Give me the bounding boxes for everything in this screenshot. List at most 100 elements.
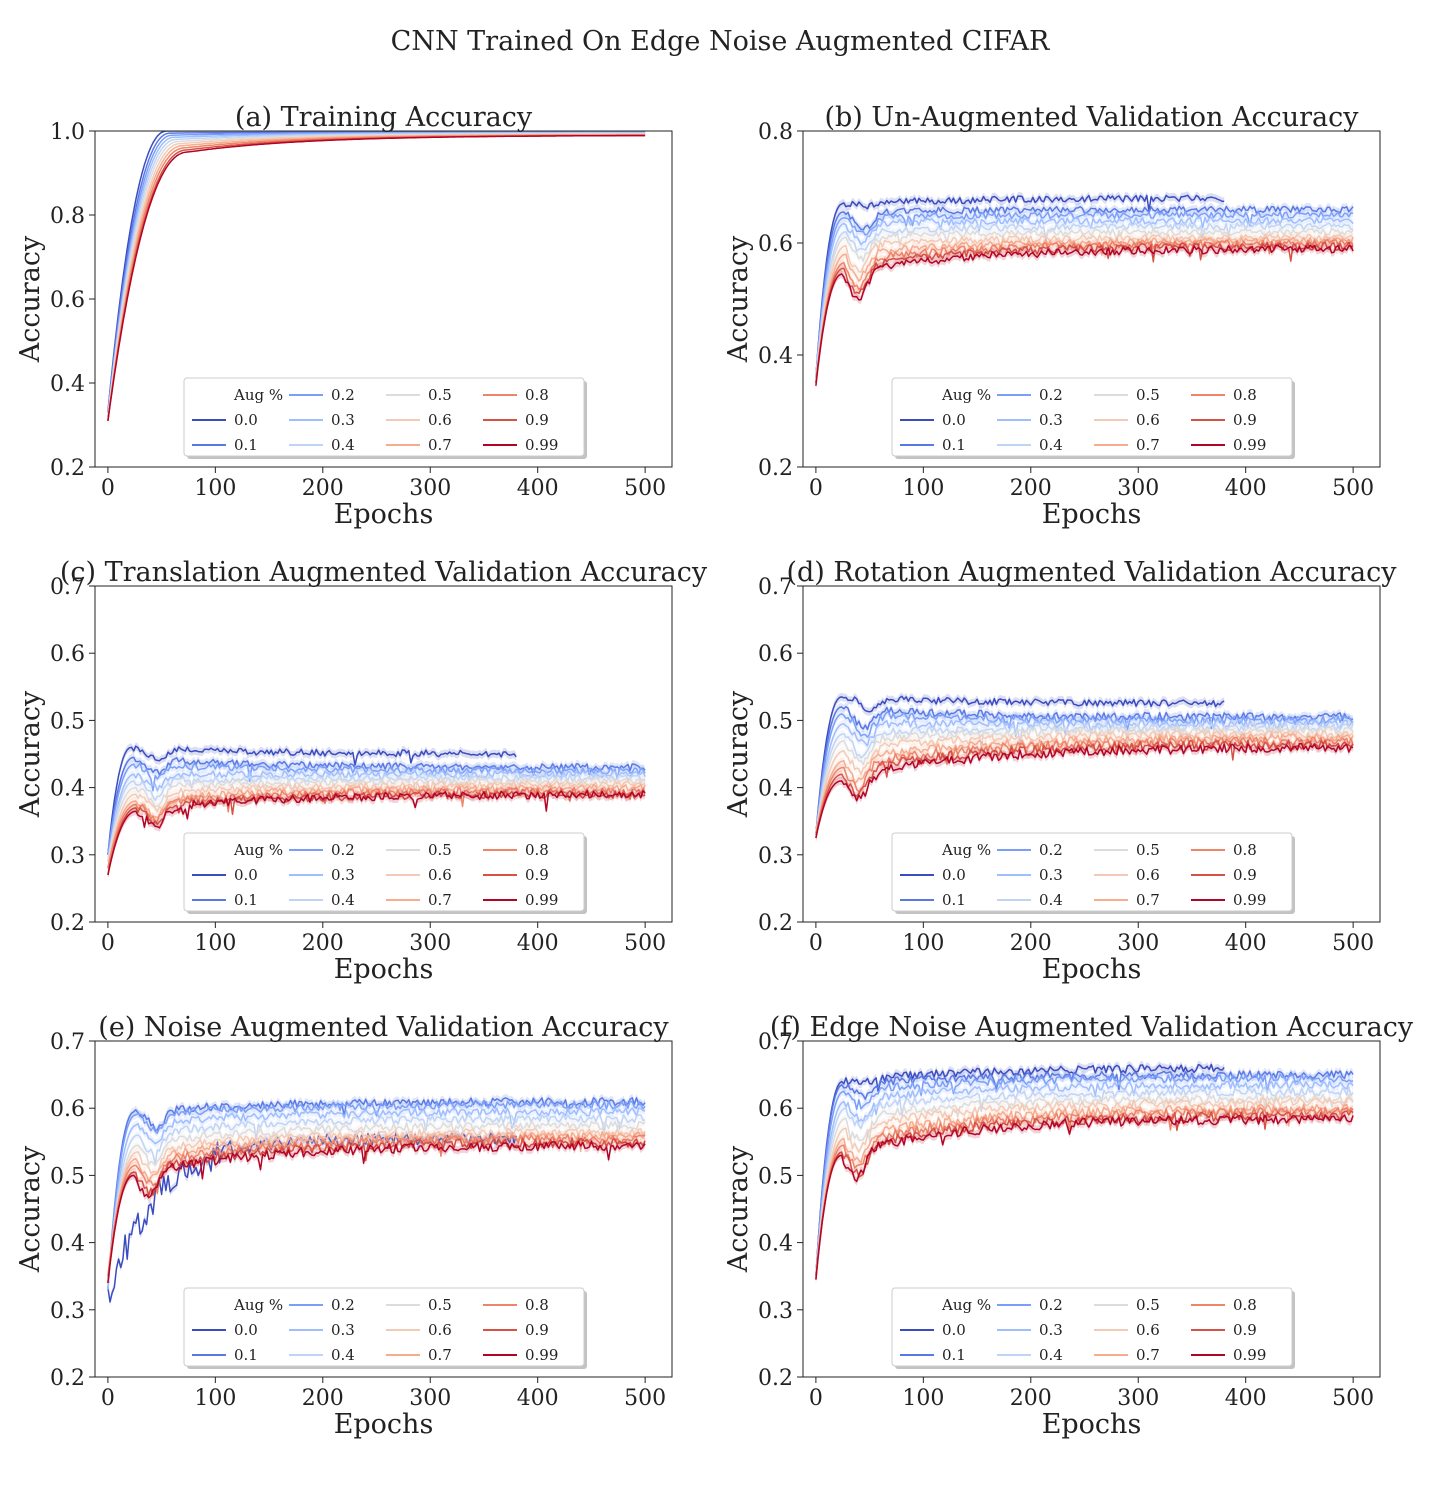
legend-label-0.99: 0.99 — [525, 891, 558, 909]
series-line-0.1 — [815, 205, 1354, 378]
y-tick-label: 0.2 — [758, 456, 793, 481]
y-axis-label: Accuracy — [15, 690, 46, 818]
axes-frame — [94, 1040, 673, 1378]
legend-title: Aug % — [941, 1296, 991, 1314]
series-line-0.5 — [815, 726, 1354, 835]
y-tick-label: 0.2 — [758, 911, 793, 936]
series-band-0.0 — [107, 742, 517, 859]
chart-panel-1: 0 100 200 300 400 500 0.2 0.4 0.6 0.8 (b) Un-Augme… — [723, 102, 1381, 530]
y-axis-label: Accuracy — [723, 1145, 754, 1273]
x-tick-label: 100 — [194, 1386, 236, 1411]
legend-label-0.0: 0.0 — [942, 411, 966, 429]
y-tick-label: 0.7 — [50, 575, 85, 600]
y-tick-label: 0.6 — [758, 1097, 793, 1122]
x-tick-label: 100 — [194, 476, 236, 501]
legend-label-0.2: 0.2 — [1039, 1296, 1063, 1314]
legend-label-0.99: 0.99 — [1233, 891, 1266, 909]
series-line-0.0 — [107, 745, 517, 855]
y-tick-label: 0.5 — [758, 709, 793, 734]
series-line-0.6 — [107, 780, 646, 869]
y-tick-label: 0.7 — [758, 575, 793, 600]
y-axis-label: Accuracy — [15, 235, 46, 363]
series-group — [107, 742, 646, 879]
legend-title: Aug % — [233, 841, 283, 859]
chart-title: (a) Training Accuracy — [235, 102, 533, 133]
series-line-0.5 — [107, 132, 646, 417]
x-tick-label: 300 — [409, 1386, 451, 1411]
series-line-0.9 — [815, 739, 1354, 839]
x-tick-label: 500 — [624, 1386, 666, 1411]
y-tick-label: 0.4 — [50, 777, 85, 802]
series-line-0.4 — [107, 1113, 646, 1283]
series-line-0.2 — [107, 1100, 646, 1290]
legend-box — [183, 1287, 585, 1367]
legend-box — [183, 832, 585, 912]
legend: Aug % 0.0 0.1 0.2 0.3 0.4 0.5 0.6 0.7 0.8 0.9 0.99 — [183, 832, 587, 914]
series-line-0.0 — [107, 131, 517, 413]
y-tick-label: 0.4 — [758, 777, 793, 802]
series-line-0.5 — [815, 227, 1354, 384]
x-axis-label: Epochs — [334, 1409, 434, 1440]
series-line-0.99 — [815, 1114, 1354, 1280]
x-tick-label: 0 — [101, 476, 115, 501]
x-axis-label: Epochs — [1042, 1409, 1142, 1440]
x-tick-label: 200 — [302, 476, 344, 501]
y-tick-label: 0.4 — [50, 1232, 85, 1257]
y-tick-label: 0.6 — [50, 288, 85, 313]
series-line-0.0 — [815, 194, 1225, 378]
y-tick-label: 0.6 — [50, 1097, 85, 1122]
y-tick-label: 0.3 — [50, 1299, 85, 1324]
y-tick-label: 0.5 — [50, 709, 85, 734]
y-axis-label: Accuracy — [15, 1145, 46, 1273]
x-tick-label: 100 — [194, 931, 236, 956]
x-tick-label: 200 — [1010, 476, 1052, 501]
legend-label-0.0: 0.0 — [234, 866, 258, 884]
legend-label-0.0: 0.0 — [234, 411, 258, 429]
series-line-0.99 — [815, 742, 1354, 839]
legend-label-0.3: 0.3 — [331, 1321, 355, 1339]
legend-label-0.9: 0.9 — [525, 411, 549, 429]
legend-label-0.5: 0.5 — [428, 386, 452, 404]
x-tick-label: 400 — [1225, 931, 1267, 956]
legend-label-0.3: 0.3 — [331, 411, 355, 429]
chart-panel-4: 0 100 200 300 400 500 0.2 0.3 0.4 0.5 0.6 0.7 (e) No… — [15, 1012, 673, 1440]
chart-title: (b) Un-Augmented Validation Accuracy — [824, 102, 1359, 133]
legend-label-0.4: 0.4 — [1039, 1346, 1063, 1364]
legend-label-0.2: 0.2 — [331, 386, 355, 404]
axes-frame — [802, 1040, 1381, 1378]
y-tick-label: 0.6 — [758, 232, 793, 257]
y-axis-label: Accuracy — [723, 235, 754, 363]
x-tick-label: 100 — [902, 931, 944, 956]
y-tick-label: 0.8 — [758, 120, 793, 145]
legend-label-0.2: 0.2 — [331, 841, 355, 859]
legend-label-0.5: 0.5 — [1136, 1296, 1160, 1314]
series-line-0.7 — [815, 1103, 1354, 1277]
series-band-0.6 — [107, 777, 646, 873]
legend-label-0.6: 0.6 — [428, 411, 452, 429]
legend-label-0.6: 0.6 — [428, 1321, 452, 1339]
x-tick-label: 0 — [101, 931, 115, 956]
y-tick-label: 0.6 — [758, 642, 793, 667]
legend-title: Aug % — [941, 841, 991, 859]
legend-label-0.5: 0.5 — [428, 841, 452, 859]
legend-box — [891, 377, 1293, 457]
series-band-0.1 — [815, 702, 1354, 839]
legend-label-0.1: 0.1 — [942, 1346, 966, 1364]
x-tick-label: 200 — [1010, 931, 1052, 956]
legend-label-0.4: 0.4 — [1039, 891, 1063, 909]
legend-label-0.8: 0.8 — [525, 841, 549, 859]
y-tick-label: 0.7 — [50, 1030, 85, 1055]
x-tick-label: 400 — [517, 1386, 559, 1411]
legend: Aug % 0.0 0.1 0.2 0.3 0.4 0.5 0.6 0.7 0.8 0.9 0.99 — [891, 832, 1295, 914]
y-tick-label: 0.5 — [50, 1164, 85, 1189]
axes-frame — [802, 585, 1381, 923]
x-tick-label: 100 — [902, 1386, 944, 1411]
x-tick-label: 400 — [517, 476, 559, 501]
series-line-0.1 — [107, 756, 646, 855]
y-tick-label: 0.8 — [50, 204, 85, 229]
y-axis-label: Accuracy — [723, 690, 754, 818]
series-line-0.99 — [107, 134, 646, 421]
series-line-0.1 — [815, 1070, 1354, 1277]
